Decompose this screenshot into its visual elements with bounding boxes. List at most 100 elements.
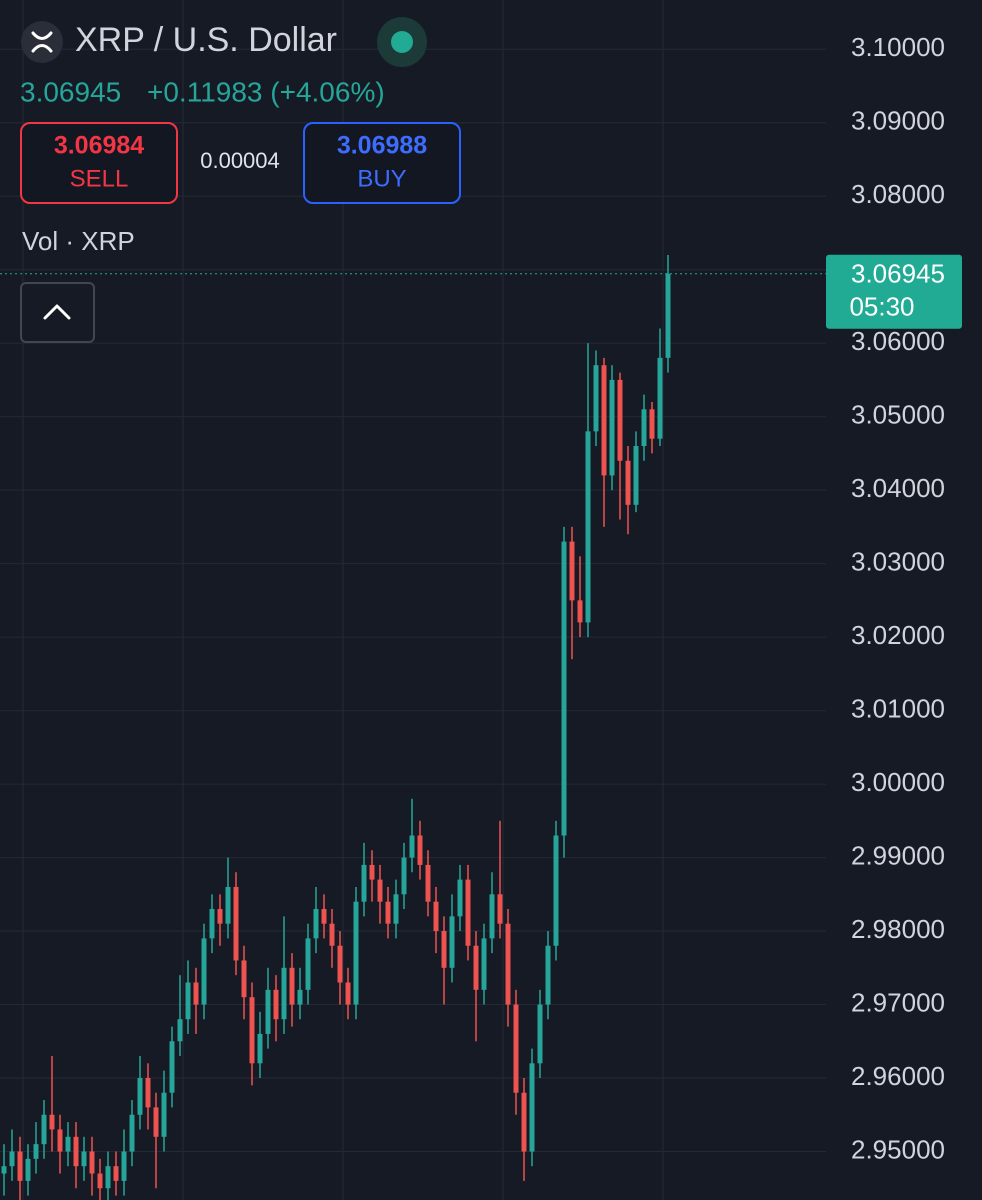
spread: 0.00004: [200, 148, 280, 173]
candle-body: [489, 894, 495, 939]
candle-body: [529, 1063, 535, 1152]
price-axis: 2.95000 2.96000 2.97000 2.98000 2.99000 3.000…: [851, 32, 945, 1164]
candle-body: [337, 945, 343, 983]
candle-body: [65, 1136, 71, 1152]
y-tick-label: 3.09000: [851, 106, 945, 136]
candle-body: [473, 945, 479, 990]
candle-body: [17, 1151, 23, 1181]
candle-body: [145, 1078, 151, 1108]
candle-body: [345, 982, 351, 1005]
candle-body: [649, 409, 655, 439]
candle-body: [113, 1166, 119, 1181]
candle-body: [313, 909, 319, 939]
candles: [1, 254, 671, 1200]
candle-body: [385, 901, 391, 924]
y-tick-label: 2.99000: [851, 840, 945, 870]
candle-body: [353, 901, 359, 1005]
sell-label[interactable]: SELL: [70, 165, 129, 192]
candle-body: [425, 864, 431, 902]
candle-body: [641, 409, 647, 447]
price-change: +0.11983 (+4.06%): [147, 76, 385, 107]
y-tick-label: 2.95000: [851, 1134, 945, 1164]
candle-body: [33, 1144, 39, 1159]
candle-body: [177, 1019, 183, 1042]
xrp-logo: [31, 31, 53, 53]
candle-body: [169, 1041, 175, 1093]
chevron-up: [43, 304, 71, 320]
candle-body: [289, 967, 295, 1005]
candle-body: [553, 835, 559, 946]
sell-price[interactable]: 3.06984: [54, 132, 144, 160]
candle-body: [281, 967, 287, 1020]
y-tick-label: 2.98000: [851, 914, 945, 944]
candle-body: [417, 835, 423, 865]
candle-body: [377, 879, 383, 902]
candle-body: [601, 365, 607, 476]
candle-body: [329, 923, 335, 946]
candle-body: [1, 1166, 7, 1174]
candle-body: [273, 989, 279, 1020]
candle-body: [297, 989, 303, 1005]
y-tick-label: 3.04000: [851, 473, 945, 503]
candle-body: [49, 1114, 55, 1130]
candle-body: [633, 446, 639, 505]
collapse-button[interactable]: [20, 282, 95, 343]
candle-body: [505, 923, 511, 1005]
candle-body: [481, 938, 487, 990]
candle-body: [9, 1151, 15, 1167]
market-open-dot: [391, 31, 413, 53]
candle-body: [593, 365, 599, 432]
candle-body: [465, 879, 471, 946]
volume-label[interactable]: Vol · XRP: [22, 226, 135, 256]
y-tick-label: 3.10000: [851, 32, 945, 62]
y-tick-label: 3.08000: [851, 179, 945, 209]
candle-body: [569, 541, 575, 601]
candle-body: [201, 938, 207, 1005]
candle-body: [209, 909, 215, 939]
candle-body: [545, 945, 551, 1005]
candle-body: [393, 894, 399, 924]
candle-body: [665, 273, 671, 358]
candle-body: [521, 1092, 527, 1152]
candle-body: [233, 886, 239, 961]
candle-body: [57, 1129, 63, 1152]
y-tick-label: 3.06000: [851, 326, 945, 356]
y-tick-label: 3.01000: [851, 693, 945, 723]
candle-body: [585, 431, 591, 623]
buy-button[interactable]: [303, 122, 461, 204]
candle-body: [433, 901, 439, 932]
candle-body: [257, 1033, 263, 1064]
candle-body: [129, 1114, 135, 1152]
candle-body: [185, 982, 191, 1020]
candle-body: [265, 989, 271, 1034]
symbol-title[interactable]: XRP / U.S. Dollar: [75, 21, 337, 59]
candle-body: [577, 600, 583, 623]
candle-body: [449, 916, 455, 968]
candle-body: [89, 1151, 95, 1174]
buy-label[interactable]: BUY: [357, 165, 406, 192]
last-price: 3.06945: [20, 76, 121, 107]
candle-body: [369, 864, 375, 880]
last-price-tag-label: 3.06945: [851, 259, 945, 289]
sell-button[interactable]: [20, 122, 178, 204]
last-price-tag: [826, 254, 962, 329]
candle-body: [249, 997, 255, 1064]
candle-body: [657, 357, 663, 439]
candle-body: [121, 1151, 127, 1181]
candle-body: [625, 460, 631, 505]
candle-body: [217, 909, 223, 924]
candle-body: [401, 857, 407, 895]
candle-body: [409, 835, 415, 858]
candle-body: [241, 960, 247, 998]
candle-body: [361, 864, 367, 902]
candle-body: [105, 1166, 111, 1189]
buy-price[interactable]: 3.06988: [337, 132, 427, 160]
candle-body: [497, 894, 503, 924]
symbol-icon: [21, 21, 63, 63]
candle-body: [561, 541, 567, 836]
candle-body: [225, 886, 231, 924]
candle-body: [25, 1158, 31, 1181]
candle-body: [537, 1004, 543, 1064]
y-tick-label: 3.02000: [851, 620, 945, 650]
